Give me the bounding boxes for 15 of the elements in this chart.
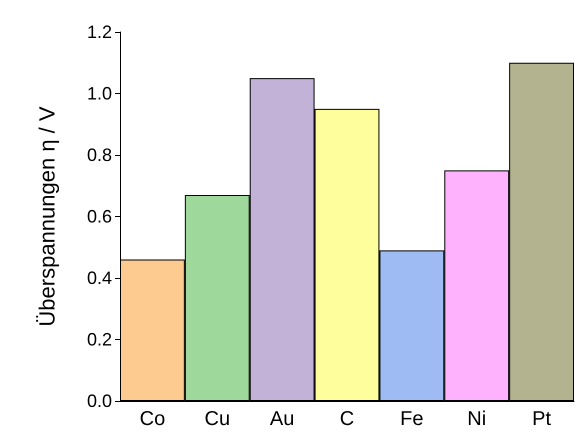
x-tick-label: Cu	[204, 408, 230, 430]
y-tick-label: 0.8	[86, 145, 112, 165]
x-tick-label: Fe	[400, 408, 424, 430]
y-tick-label: 0.0	[86, 391, 112, 411]
y-tick-label: 0.6	[86, 206, 112, 226]
x-tick-label: Co	[140, 408, 166, 430]
y-tick-label: 1.2	[86, 22, 112, 42]
y-tick-label: 0.4	[86, 268, 112, 288]
y-tick-label: 1.0	[86, 84, 112, 104]
x-tick-label: Pt	[532, 408, 552, 430]
x-tick-label: Au	[270, 408, 294, 430]
y-axis-title: Überspannungen η / V	[34, 106, 60, 327]
x-tick-label: Ni	[467, 408, 486, 430]
y-tick-label: 0.2	[86, 330, 112, 350]
x-tick-label: C	[340, 408, 354, 430]
